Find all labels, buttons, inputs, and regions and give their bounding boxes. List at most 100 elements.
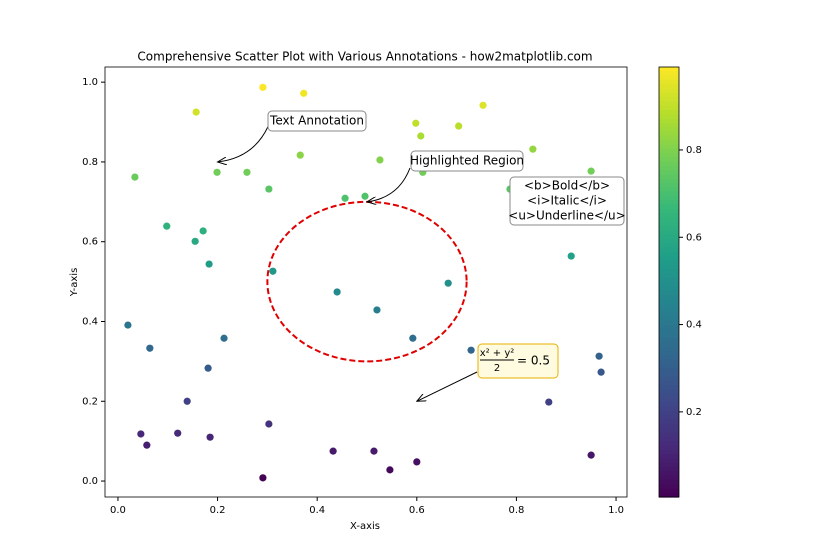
colorbar-strip xyxy=(659,484,679,489)
colorbar-strip xyxy=(659,299,679,305)
colorbar-strip xyxy=(659,393,679,399)
point xyxy=(269,267,277,275)
y-tick-label: 0.8 xyxy=(82,157,98,168)
x-tick-label: 0.6 xyxy=(409,505,425,516)
math-numerator: x² + y² xyxy=(480,348,515,359)
point xyxy=(296,151,304,159)
point xyxy=(386,466,394,474)
colorbar-strip xyxy=(659,286,679,292)
point xyxy=(265,185,273,193)
x-tick-label: 1.0 xyxy=(608,505,624,516)
annotation-text: <b>Bold</b> xyxy=(524,179,610,193)
point xyxy=(206,433,214,441)
colorbar-strip xyxy=(659,436,679,442)
colorbar-strip xyxy=(659,170,679,176)
annotation-arrow xyxy=(417,371,478,401)
colorbar-strip xyxy=(659,290,679,296)
colorbar-strip xyxy=(659,454,679,459)
colorbar-strip xyxy=(659,312,679,317)
colorbar-strip xyxy=(659,226,679,231)
colorbar-strip xyxy=(659,256,679,262)
colorbar-strip xyxy=(659,260,679,266)
point xyxy=(192,108,200,116)
x-tick-label: 0.2 xyxy=(210,505,226,516)
colorbar-strip xyxy=(659,406,679,412)
colorbar-strip xyxy=(659,471,679,477)
highlight-circle xyxy=(266,200,468,363)
colorbar-strip xyxy=(659,269,679,274)
colorbar-strip xyxy=(659,221,679,227)
colorbar-strip xyxy=(659,423,679,429)
colorbar-strip xyxy=(659,355,679,360)
point xyxy=(373,306,381,314)
colorbar-strip xyxy=(659,346,679,352)
colorbar-strip xyxy=(659,165,679,171)
colorbar-strip xyxy=(659,144,679,150)
colorbar-strip xyxy=(659,157,679,163)
point xyxy=(376,156,384,164)
colorbar-strip xyxy=(659,475,679,481)
colorbar-strip xyxy=(659,419,679,425)
point xyxy=(163,222,171,230)
colorbar-strip xyxy=(659,320,679,326)
point xyxy=(545,398,553,406)
colorbar-strip xyxy=(659,217,679,223)
colorbar-strip xyxy=(659,294,679,300)
point xyxy=(199,227,207,235)
point xyxy=(204,364,212,372)
point xyxy=(243,168,251,176)
colorbar-strip xyxy=(659,208,679,214)
colorbar-strip xyxy=(659,174,679,180)
colorbar-strip xyxy=(659,230,679,236)
colorbar-strip xyxy=(659,398,679,403)
annotation-arrow xyxy=(367,167,411,202)
colorbar-strip xyxy=(659,428,679,434)
point xyxy=(529,145,537,153)
math-rhs: = 0.5 xyxy=(517,354,550,368)
colorbar-tick-label: 0.8 xyxy=(686,145,702,156)
colorbar-strip xyxy=(659,79,679,85)
colorbar-strip xyxy=(659,153,679,158)
colorbar-strip xyxy=(659,273,679,279)
colorbar-strip xyxy=(659,303,679,309)
point xyxy=(213,168,221,176)
point xyxy=(587,451,595,459)
point xyxy=(146,344,154,352)
point xyxy=(124,321,132,329)
colorbar-strip xyxy=(659,325,679,330)
colorbar-strip xyxy=(659,389,679,395)
colorbar-strip xyxy=(659,441,679,446)
colorbar-strip xyxy=(659,380,679,386)
colorbar-tick-label: 0.6 xyxy=(686,232,702,243)
colorbar-strip xyxy=(659,445,679,451)
colorbar-strip xyxy=(659,92,679,98)
x-axis-label: X-axis xyxy=(350,521,380,532)
colorbar-strip xyxy=(659,411,679,416)
colorbar-strip xyxy=(659,67,679,72)
annotation-text: <u>Underline</u> xyxy=(508,209,625,223)
colorbar-strip xyxy=(659,251,679,257)
point xyxy=(595,352,603,360)
y-tick-label: 0.0 xyxy=(82,476,98,487)
colorbar-strip xyxy=(659,316,679,322)
point xyxy=(143,441,151,449)
point xyxy=(597,368,605,376)
point xyxy=(455,122,463,130)
colorbar-strip xyxy=(659,135,679,141)
colorbar-strip xyxy=(659,462,679,468)
point xyxy=(259,83,267,91)
colorbar-strip xyxy=(659,88,679,94)
annotation-arrow xyxy=(218,121,271,162)
point xyxy=(567,252,575,260)
colorbar-strip xyxy=(659,359,679,365)
colorbar-strip xyxy=(659,84,679,90)
colorbar-strip xyxy=(659,191,679,197)
colorbar-strip xyxy=(659,350,679,356)
point xyxy=(137,430,145,438)
point xyxy=(220,334,228,342)
point xyxy=(370,447,378,455)
math-denominator: 2 xyxy=(494,363,500,374)
colorbar-strip xyxy=(659,402,679,408)
annotation-text: Text Annotation xyxy=(269,114,364,128)
